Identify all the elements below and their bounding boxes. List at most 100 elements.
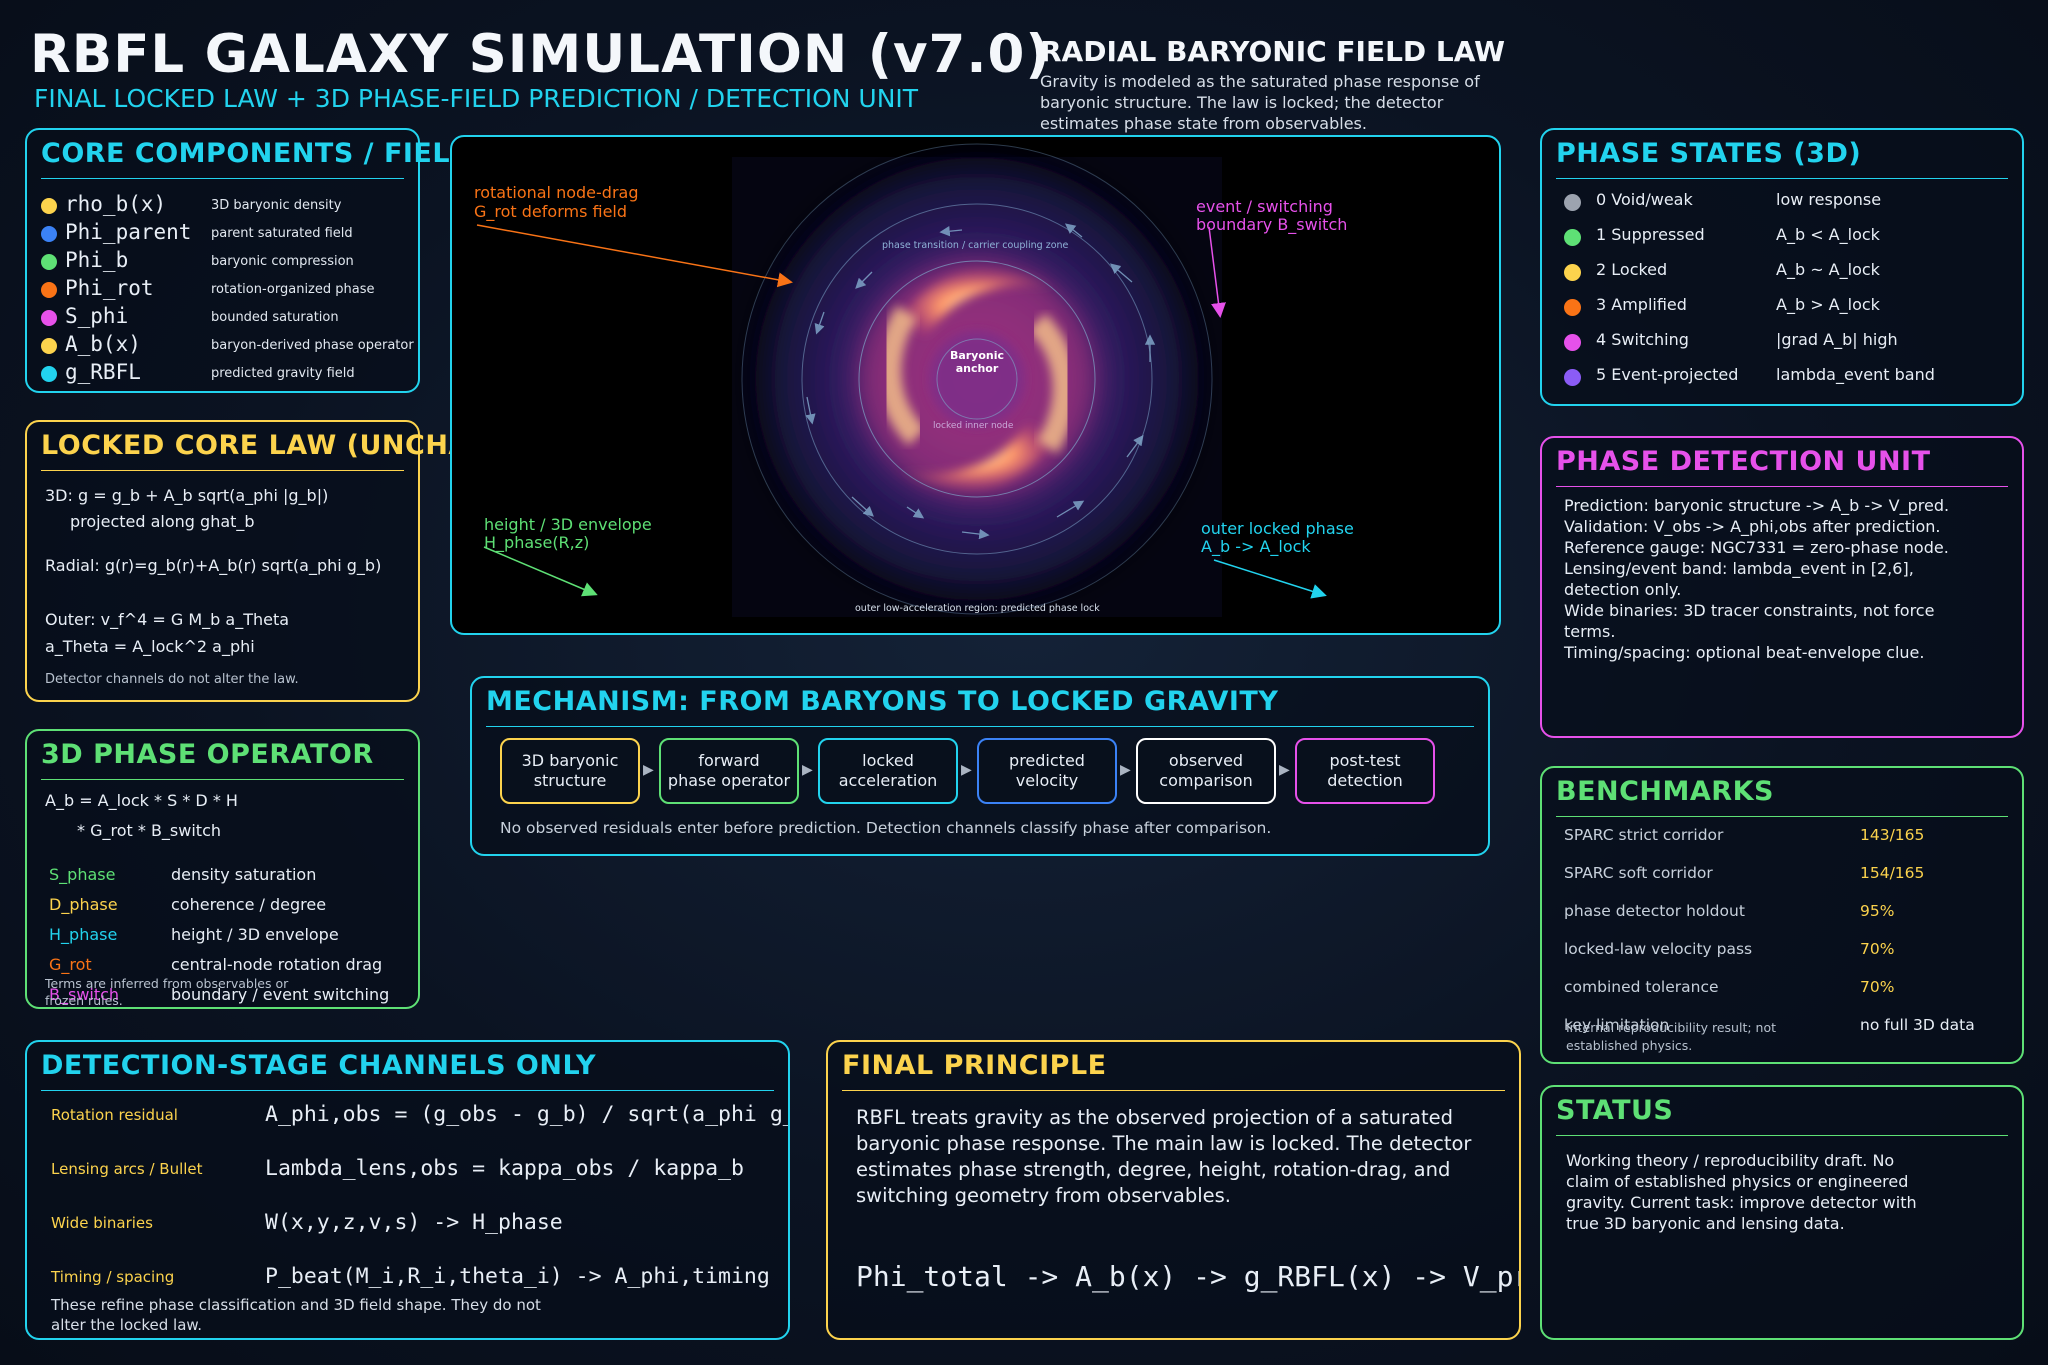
state-name: 5 Event-projected xyxy=(1596,365,1739,384)
operator-term-name: G_rot xyxy=(49,955,92,974)
operator-term-desc: height / 3D envelope xyxy=(171,925,339,944)
channel-label: Lensing arcs / Bullet xyxy=(51,1160,203,1178)
operator-eq-1: A_b = A_lock * S * D * H xyxy=(45,791,238,810)
channel-label: Wide binaries xyxy=(51,1214,153,1232)
law-outer: Outer: v_f^4 = G M_b a_Theta xyxy=(45,610,290,629)
inner-node-label: locked inner node xyxy=(933,421,1014,431)
state-dot-icon xyxy=(1564,299,1581,316)
benchmark-label: key limitation xyxy=(1564,1016,1670,1034)
final-line-3: estimates phase strength, degree, height… xyxy=(856,1158,1451,1181)
final-principle-panel: FINAL PRINCIPLE RBFL treats gravity as t… xyxy=(826,1040,1521,1340)
final-line-4: switching geometry from observables. xyxy=(856,1184,1232,1207)
final-equation: Phi_total -> A_b(x) -> g_RBFL(x) -> V_pr… xyxy=(856,1260,1521,1293)
state-dot-icon xyxy=(1564,369,1581,386)
detection-unit-line: Lensing/event band: lambda_event in [2,6… xyxy=(1564,559,1914,578)
detection-channels-panel: DETECTION-STAGE CHANNELS ONLY Rotation r… xyxy=(25,1040,790,1340)
detection-unit-line: Reference gauge: NGC7331 = zero-phase no… xyxy=(1564,538,1949,557)
detection-unit-line: Prediction: baryonic structure -> A_b ->… xyxy=(1564,496,1950,515)
divider xyxy=(41,470,404,471)
transition-zone-label: phase transition / carrier coupling zone xyxy=(882,240,1069,251)
field-desc: bounded saturation xyxy=(211,310,339,325)
channel-label: Timing / spacing xyxy=(51,1268,175,1286)
field-dot-icon xyxy=(41,310,57,326)
state-condition: A_b > A_lock xyxy=(1776,295,1880,314)
phase-operator-panel: 3D PHASE OPERATOR A_b = A_lock * S * D *… xyxy=(25,729,420,1009)
mechanism-step: forward phase operator xyxy=(659,738,799,804)
operator-term-desc: coherence / degree xyxy=(171,895,327,914)
status-line-1: Working theory / reproducibility draft. … xyxy=(1566,1151,1895,1170)
state-dot-icon xyxy=(1564,229,1581,246)
state-name: 0 Void/weak xyxy=(1596,190,1693,209)
state-name: 3 Amplified xyxy=(1596,295,1687,314)
page-title: RBFL GALAXY SIMULATION (v7.0) xyxy=(30,24,1051,85)
benchmarks-note-1: Internal reproducibility result; not xyxy=(1566,1020,1776,1035)
channel-equation: W(x,y,z,v,s) -> H_phase xyxy=(265,1210,563,1235)
phase-states-title: PHASE STATES (3D) xyxy=(1556,138,1862,169)
field-name: S_phi xyxy=(65,304,129,328)
status-line-3: gravity. Current task: improve detector … xyxy=(1566,1193,1917,1212)
benchmarks-note-2: established physics. xyxy=(1566,1038,1693,1053)
status-line-2: claim of established physics or engineer… xyxy=(1566,1172,1909,1191)
operator-term-desc: central-node rotation drag xyxy=(171,955,383,974)
galaxy-simulation-view: rotational node-drag G_rot deforms field… xyxy=(450,135,1501,635)
field-dot-icon xyxy=(41,226,57,242)
anchor-label-1: Baryonic xyxy=(949,349,1005,362)
mechanism-note: No observed residuals enter before predi… xyxy=(500,819,1272,837)
benchmarks-panel: BENCHMARKS SPARC strict corridor 143/165… xyxy=(1540,766,2024,1064)
mechanism-step: predicted velocity xyxy=(977,738,1117,804)
benchmarks-title: BENCHMARKS xyxy=(1556,776,1774,807)
state-condition: A_b ~ A_lock xyxy=(1776,260,1880,279)
law-desc-3: estimates phase state from observables. xyxy=(1040,114,1367,133)
mechanism-step: locked acceleration xyxy=(818,738,958,804)
benchmark-label: SPARC soft corridor xyxy=(1564,864,1713,882)
event-label-2: boundary B_switch xyxy=(1196,215,1348,234)
state-dot-icon xyxy=(1564,264,1581,281)
divider xyxy=(41,1090,774,1091)
phase-detection-unit-title: PHASE DETECTION UNIT xyxy=(1556,446,1931,477)
anchor-label-2: anchor xyxy=(955,362,999,375)
outer-region-label: outer low-acceleration region: predicted… xyxy=(855,603,1100,614)
benchmark-value: 154/165 xyxy=(1860,864,1925,882)
outer-phase-label-1: outer locked phase xyxy=(1201,519,1354,538)
field-dot-icon xyxy=(41,338,57,354)
channels-note-1: These refine phase classification and 3D… xyxy=(51,1296,541,1314)
final-principle-title: FINAL PRINCIPLE xyxy=(842,1050,1107,1081)
benchmark-label: combined tolerance xyxy=(1564,978,1719,996)
status-title: STATUS xyxy=(1556,1095,1674,1126)
law-desc-2: baryonic structure. The law is locked; t… xyxy=(1040,93,1444,112)
phase-operator-title: 3D PHASE OPERATOR xyxy=(41,739,374,770)
divider xyxy=(41,779,404,780)
field-name: Phi_parent xyxy=(65,220,192,244)
law-radial: Radial: g(r)=g_b(r)+A_b(r) sqrt(a_phi g_… xyxy=(45,556,382,575)
law-a-theta: a_Theta = A_lock^2 a_phi xyxy=(45,637,255,656)
field-dot-icon xyxy=(41,366,57,382)
flow-arrow-icon: ▶ xyxy=(1279,762,1290,778)
divider xyxy=(41,178,404,179)
phase-states-panel: PHASE STATES (3D) 0 Void/weak low respon… xyxy=(1540,128,2024,406)
height-label-2: H_phase(R,z) xyxy=(484,533,590,552)
core-components-panel: CORE COMPONENTS / FIELDS rho_b(x) 3D bar… xyxy=(25,128,492,393)
final-line-1: RBFL treats gravity as the observed proj… xyxy=(856,1106,1454,1129)
state-name: 1 Suppressed xyxy=(1596,225,1705,244)
field-dot-icon xyxy=(41,198,57,214)
divider xyxy=(842,1090,1505,1091)
field-dot-icon xyxy=(41,254,57,270)
operator-term-name: B_switch xyxy=(49,985,120,1004)
operator-term-name: H_phase xyxy=(49,925,118,944)
law-desc-1: Gravity is modeled as the saturated phas… xyxy=(1040,72,1480,91)
final-line-2: baryonic phase response. The main law is… xyxy=(856,1132,1472,1155)
event-label-1: event / switching xyxy=(1196,197,1333,216)
phase-detection-unit-panel: PHASE DETECTION UNIT Prediction: baryoni… xyxy=(1540,436,2024,738)
state-name: 4 Switching xyxy=(1596,330,1689,349)
divider xyxy=(1556,1135,2008,1136)
operator-term-name: D_phase xyxy=(49,895,118,914)
galaxy-render xyxy=(476,139,1327,619)
mechanism-panel: MECHANISM: FROM BARYONS TO LOCKED GRAVIT… xyxy=(470,676,1490,856)
channels-note-2: alter the locked law. xyxy=(51,1316,203,1334)
field-desc: parent saturated field xyxy=(211,226,353,241)
operator-term-name: S_phase xyxy=(49,865,116,884)
benchmark-label: SPARC strict corridor xyxy=(1564,826,1724,844)
page-subtitle: FINAL LOCKED LAW + 3D PHASE-FIELD PREDIC… xyxy=(34,84,919,113)
flow-arrow-icon: ▶ xyxy=(1120,762,1131,778)
divider xyxy=(1556,486,2008,487)
